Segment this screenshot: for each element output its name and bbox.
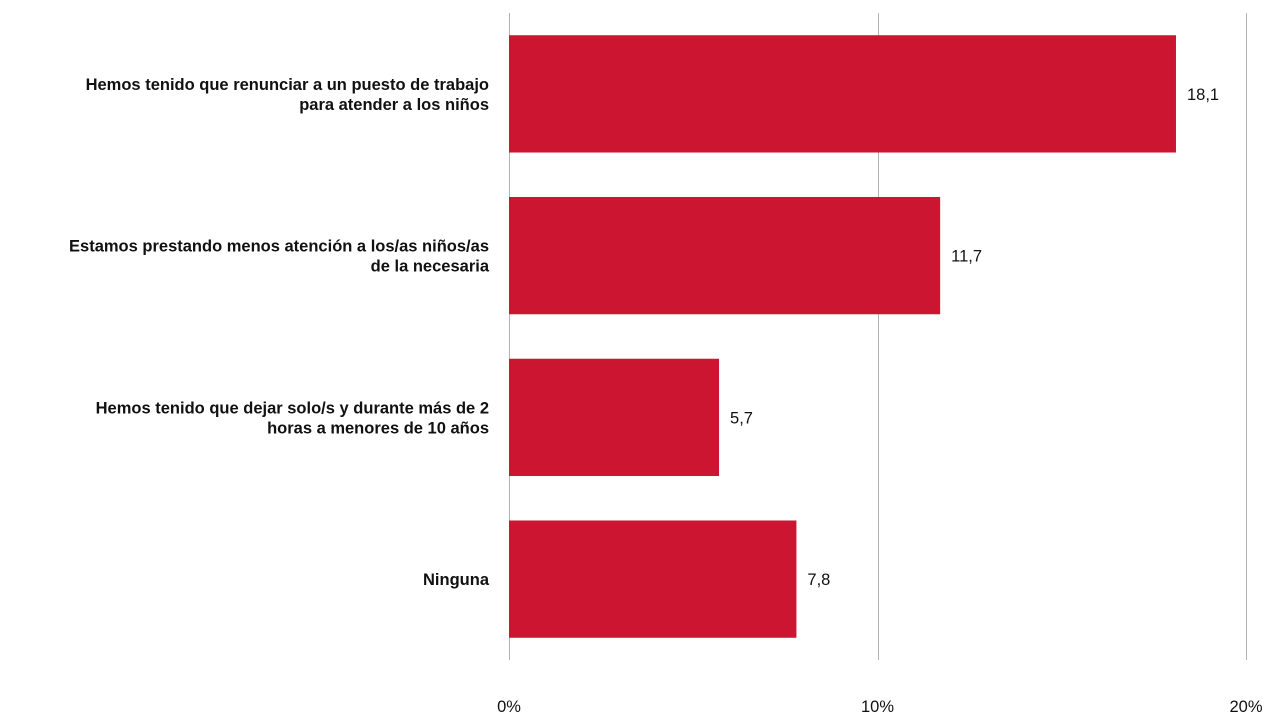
value-labels: 18,1 11,7 5,7 7,8 [730,86,1219,589]
data-label: 11,7 [951,248,982,266]
category-label-line: horas a menores de 10 años [267,419,489,437]
data-label: 18,1 [1187,86,1219,104]
bar [509,35,1176,153]
category-label-line: Estamos prestando menos atención a los/a… [69,238,489,256]
category-label: Hemos tenido que dejar solo/s y durante … [96,399,489,437]
x-tick-label: 10% [861,698,894,715]
category-label: Hemos tenido que renunciar a un puesto d… [86,76,489,114]
x-axis-ticks: 0% 10% 20% [497,698,1263,715]
x-tick-label: 20% [1229,698,1262,715]
category-label: Ninguna [423,571,490,589]
category-label-line: Hemos tenido que renunciar a un puesto d… [86,76,489,94]
x-tick-label: 0% [497,698,521,715]
category-label-line: Ninguna [423,571,490,589]
category-label-line: para atender a los niños [299,96,489,114]
category-labels: Hemos tenido que renunciar a un puesto d… [69,76,490,589]
data-label: 5,7 [730,409,753,427]
category-label-line: de la necesaria [371,258,490,276]
bars [509,35,1176,638]
bar [509,520,797,638]
data-label: 7,8 [807,571,830,589]
category-label: Estamos prestando menos atención a los/a… [69,238,490,276]
bar [509,196,941,315]
category-label-line: Hemos tenido que dejar solo/s y durante … [96,399,489,417]
bar [509,358,720,477]
